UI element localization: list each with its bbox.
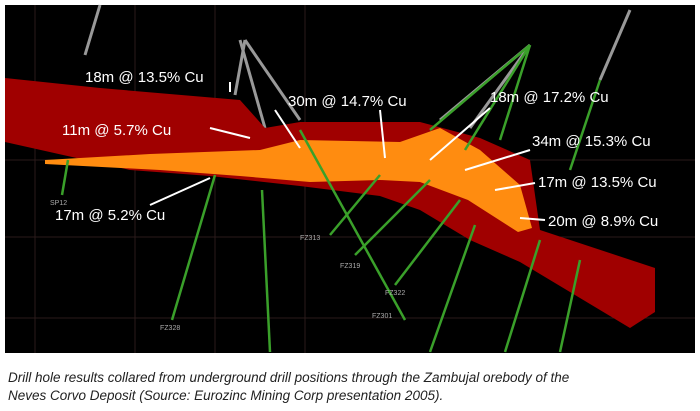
annotation: 30m @ 14.7% Cu <box>288 93 407 110</box>
orebody-high-grade <box>45 128 532 232</box>
hole-label: FZ301 <box>372 313 392 320</box>
annotation: 11m @ 5.7% Cu <box>62 122 171 139</box>
drill-holes <box>60 44 602 353</box>
annotation: 18m @ 17.2% Cu <box>490 89 609 106</box>
caption: Drill hole results collared from undergr… <box>8 370 569 385</box>
hole-label: FZ322 <box>385 290 405 297</box>
caption: Neves Corvo Deposit (Source: Eurozinc Mi… <box>8 388 443 403</box>
annotation: 17m @ 13.5% Cu <box>538 174 657 191</box>
arrows <box>149 82 546 221</box>
annotation: 17m @ 5.2% Cu <box>55 207 165 224</box>
annotation: 18m @ 13.5% Cu <box>85 69 204 86</box>
hole-label: FZ313 <box>300 235 320 242</box>
annotation: 20m @ 8.9% Cu <box>548 213 658 230</box>
hole-label: FZ328 <box>160 325 180 332</box>
orebody-outer <box>5 78 655 328</box>
annotation: 34m @ 15.3% Cu <box>532 133 651 150</box>
hole-label: FZ319 <box>340 263 360 270</box>
hole-label: SP12 <box>50 200 67 207</box>
